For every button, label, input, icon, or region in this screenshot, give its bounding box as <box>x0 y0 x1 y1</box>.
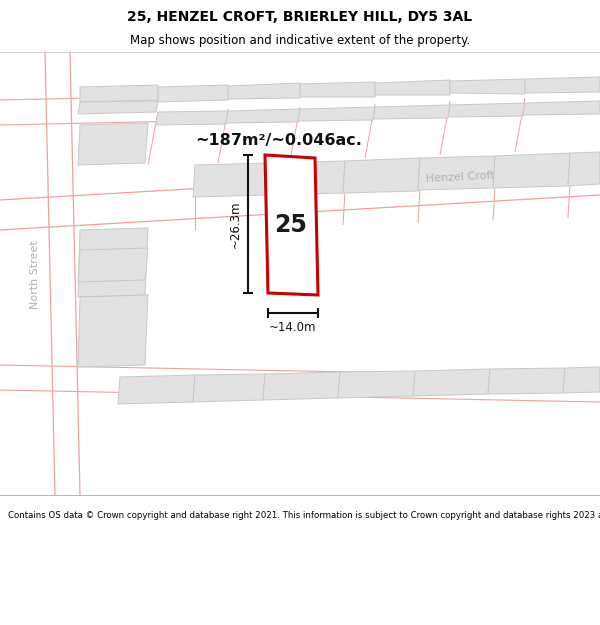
Polygon shape <box>78 123 148 165</box>
Polygon shape <box>413 369 490 396</box>
Polygon shape <box>268 161 345 195</box>
Text: Map shows position and indicative extent of the property.: Map shows position and indicative extent… <box>130 34 470 47</box>
Polygon shape <box>156 111 228 125</box>
Polygon shape <box>193 374 265 402</box>
Text: ~14.0m: ~14.0m <box>269 321 317 334</box>
Polygon shape <box>373 105 450 119</box>
Polygon shape <box>375 80 450 95</box>
Polygon shape <box>568 152 600 186</box>
Polygon shape <box>448 103 525 117</box>
Text: 25: 25 <box>275 213 307 237</box>
Text: North Street: North Street <box>30 241 40 309</box>
Polygon shape <box>563 367 600 393</box>
Text: ~26.3m: ~26.3m <box>229 200 242 248</box>
Polygon shape <box>300 82 375 97</box>
Polygon shape <box>263 372 340 400</box>
Polygon shape <box>80 85 158 102</box>
Polygon shape <box>226 109 300 123</box>
Polygon shape <box>493 153 570 188</box>
Polygon shape <box>265 155 318 295</box>
Polygon shape <box>523 101 600 115</box>
Polygon shape <box>525 77 600 93</box>
Text: ~187m²/~0.046ac.: ~187m²/~0.046ac. <box>195 132 362 148</box>
Polygon shape <box>193 163 270 197</box>
Polygon shape <box>118 375 195 404</box>
Text: Henzel Croft: Henzel Croft <box>425 170 494 184</box>
Polygon shape <box>450 79 525 94</box>
Polygon shape <box>78 101 158 114</box>
Text: 25, HENZEL CROFT, BRIERLEY HILL, DY5 3AL: 25, HENZEL CROFT, BRIERLEY HILL, DY5 3AL <box>127 9 473 24</box>
Polygon shape <box>78 248 148 282</box>
Polygon shape <box>488 368 565 394</box>
Polygon shape <box>418 156 495 190</box>
Polygon shape <box>228 83 300 99</box>
Polygon shape <box>78 295 148 367</box>
Polygon shape <box>78 228 148 297</box>
Polygon shape <box>298 107 375 121</box>
Text: Contains OS data © Crown copyright and database right 2021. This information is : Contains OS data © Crown copyright and d… <box>8 511 600 519</box>
Polygon shape <box>338 371 415 398</box>
Polygon shape <box>343 158 420 193</box>
Polygon shape <box>158 85 228 102</box>
